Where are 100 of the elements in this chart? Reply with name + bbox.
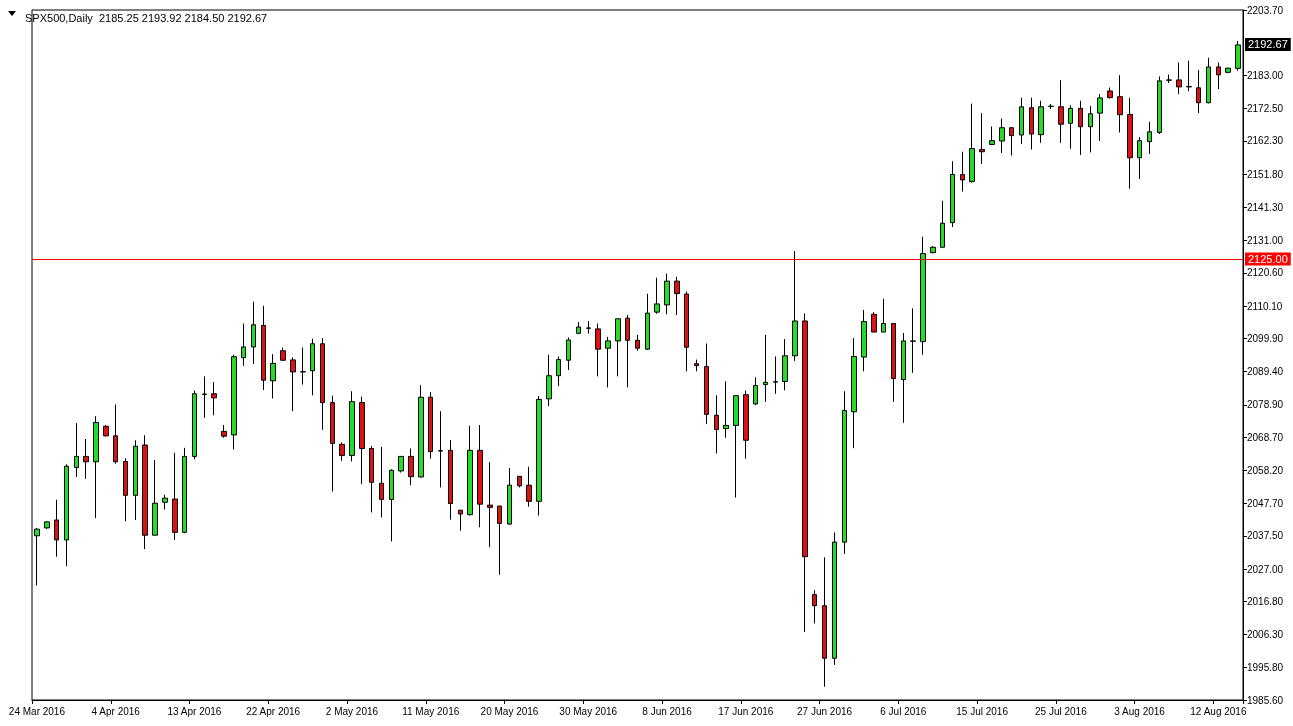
candlestick xyxy=(408,447,414,486)
candlestick xyxy=(1029,97,1034,151)
y-tick-label: 1985.60 xyxy=(1247,694,1284,706)
y-tick-label: 2120.60 xyxy=(1247,267,1284,279)
y-tick-label: 2172.50 xyxy=(1247,103,1284,115)
y-tick-label: 2016.80 xyxy=(1247,595,1284,607)
chart-title: SPX500,Daily 2185.25 2193.92 2184.50 2192.67 xyxy=(25,11,268,24)
y-tick-label: 2110.10 xyxy=(1247,300,1283,312)
candlestick xyxy=(1097,93,1103,142)
candlestick xyxy=(379,446,384,518)
candlestick xyxy=(576,321,581,335)
y-tick-label: 2058.20 xyxy=(1247,464,1284,476)
candlestick xyxy=(586,320,591,335)
candlestick xyxy=(989,125,995,146)
x-tick-label: 17 Jun 2016 xyxy=(718,705,774,717)
candlestick xyxy=(605,336,611,388)
candlestick xyxy=(54,499,59,558)
candlestick xyxy=(133,439,138,521)
y-tick-label: 2131.00 xyxy=(1247,234,1284,246)
candlestick xyxy=(1147,121,1152,155)
candlestick xyxy=(320,337,325,431)
candlestick xyxy=(871,311,877,333)
candlestick xyxy=(428,391,433,460)
candlestick xyxy=(1117,74,1123,133)
candlestick xyxy=(1048,103,1054,110)
candlestick xyxy=(477,424,483,528)
candlestick xyxy=(802,312,808,633)
candlestick xyxy=(743,390,749,460)
y-tick-label: 2162.30 xyxy=(1247,135,1284,147)
candlestick xyxy=(44,520,50,530)
candlestick xyxy=(930,245,936,254)
candlestick xyxy=(940,200,945,248)
x-tick-label: 27 Jun 2016 xyxy=(797,705,853,717)
candlestick xyxy=(507,467,512,526)
candlestick xyxy=(782,338,788,391)
candlestick xyxy=(979,112,985,165)
y-tick-label: 2027.00 xyxy=(1247,563,1284,575)
candlestick xyxy=(310,338,315,396)
candlestick xyxy=(832,531,837,666)
x-tick-label: 4 Apr 2016 xyxy=(91,705,141,717)
candlestick xyxy=(753,376,758,406)
candlestick xyxy=(1127,97,1133,190)
y-tick-label: 2078.90 xyxy=(1247,399,1284,411)
x-tick-label: 22 Apr 2016 xyxy=(246,705,301,717)
candlestick xyxy=(536,395,542,517)
candlestick xyxy=(182,447,187,534)
candlestick xyxy=(1176,62,1182,95)
candlestick xyxy=(1078,100,1083,156)
y-tick-label: 2089.40 xyxy=(1247,366,1284,378)
candlestick xyxy=(1186,60,1192,92)
candlestick xyxy=(694,359,699,372)
y-tick-label: 2068.70 xyxy=(1247,431,1284,443)
candlestick xyxy=(113,404,118,465)
y-tick-label: 2037.50 xyxy=(1247,530,1284,542)
candlestick xyxy=(546,354,552,407)
candlestick xyxy=(221,424,227,439)
candlestick xyxy=(674,276,680,316)
candlestick xyxy=(123,457,128,522)
candlestick xyxy=(881,298,886,333)
candlestick xyxy=(83,438,89,480)
x-tick-label: 12 Aug 2016 xyxy=(1190,705,1247,717)
candlestick xyxy=(1088,105,1093,153)
candlestick xyxy=(1196,69,1201,114)
candlestick xyxy=(556,355,561,387)
candlestick xyxy=(704,342,709,425)
y-tick-label: 1995.80 xyxy=(1247,662,1284,674)
candlestick xyxy=(231,354,237,450)
x-tick-label: 8 Jun 2016 xyxy=(642,705,693,717)
candlestick xyxy=(1137,136,1142,180)
candlestick xyxy=(566,336,571,371)
candlestick xyxy=(1216,62,1221,90)
candlestick xyxy=(723,380,729,439)
candlestick xyxy=(152,459,158,536)
candlestick xyxy=(369,445,374,513)
y-tick-label: 2203.70 xyxy=(1247,4,1284,16)
x-tick-label: 2 May 2016 xyxy=(325,705,379,717)
x-tick-label: 20 May 2016 xyxy=(480,705,539,717)
candlestick xyxy=(34,527,40,586)
candlestick xyxy=(142,434,148,550)
candlestick xyxy=(349,390,355,462)
candlestick xyxy=(389,468,394,542)
candlestick xyxy=(487,461,493,548)
x-tick-label: 11 May 2016 xyxy=(402,705,460,717)
ref-line-label: 2125.00 xyxy=(1248,252,1288,265)
y-tick-label: 2006.30 xyxy=(1247,629,1284,641)
candlestick xyxy=(615,318,621,377)
candlestick xyxy=(1225,67,1231,74)
x-tick-label: 13 Apr 2016 xyxy=(167,705,222,717)
candlestick xyxy=(202,375,207,419)
candlestick xyxy=(290,356,296,412)
candlestick xyxy=(192,390,197,460)
candlestick xyxy=(1107,87,1113,100)
y-tick-label: 2151.80 xyxy=(1247,168,1284,180)
candlestick xyxy=(684,291,689,372)
y-tick-label: 2099.90 xyxy=(1247,332,1284,344)
candlestick xyxy=(251,301,256,365)
candlestick xyxy=(74,422,79,478)
y-tick-label: 2141.30 xyxy=(1247,201,1284,213)
candlestick xyxy=(861,309,867,372)
candlestick xyxy=(733,395,739,499)
